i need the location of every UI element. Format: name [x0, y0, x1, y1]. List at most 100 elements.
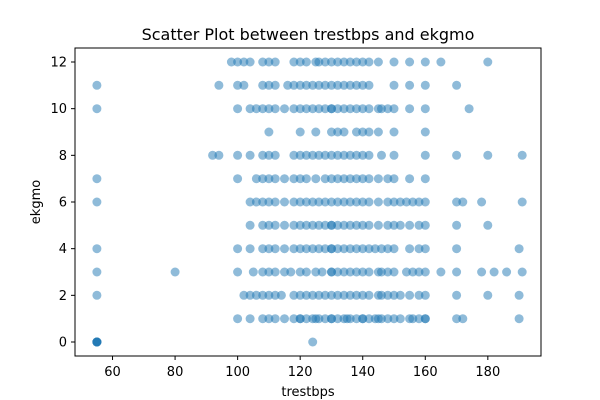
data-point — [270, 174, 280, 184]
data-point — [258, 314, 268, 324]
data-point — [345, 197, 355, 207]
data-point — [239, 57, 249, 67]
data-point — [245, 197, 255, 207]
data-point — [414, 197, 424, 207]
data-point — [214, 150, 224, 160]
data-point — [289, 314, 299, 324]
data-point — [383, 267, 393, 277]
data-point — [245, 220, 255, 230]
data-point — [264, 174, 274, 184]
data-point — [452, 290, 462, 300]
data-point — [280, 174, 289, 184]
data-point — [301, 314, 311, 324]
data-point — [352, 290, 361, 300]
data-point — [92, 337, 102, 347]
x-tick-label: 160 — [413, 365, 438, 380]
y-axis-label: ekgmo — [29, 180, 44, 224]
data-point — [395, 314, 405, 324]
data-point — [352, 57, 361, 67]
data-point — [311, 267, 321, 277]
data-point — [383, 314, 393, 324]
data-point — [264, 314, 274, 324]
data-point — [333, 267, 343, 277]
data-point — [339, 104, 349, 114]
data-point — [283, 80, 293, 90]
data-point — [373, 220, 383, 230]
data-point — [389, 267, 399, 277]
data-point — [345, 57, 355, 67]
data-point — [320, 80, 330, 90]
data-point — [339, 220, 349, 230]
data-point — [502, 267, 512, 277]
y-tick-label: 4 — [59, 242, 67, 257]
data-point — [414, 290, 424, 300]
data-point — [314, 220, 324, 230]
data-point — [352, 314, 361, 324]
data-point — [314, 150, 324, 160]
data-point — [333, 220, 343, 230]
data-point — [92, 267, 102, 277]
data-point — [452, 220, 462, 230]
data-point — [308, 104, 318, 114]
data-point — [239, 80, 249, 90]
data-point — [389, 104, 399, 114]
data-point — [208, 150, 218, 160]
data-point — [358, 197, 368, 207]
points-layer — [92, 57, 527, 347]
data-point — [320, 174, 330, 184]
data-point — [311, 174, 321, 184]
data-point — [358, 104, 368, 114]
y-tick-label: 12 — [50, 56, 67, 71]
data-point — [280, 244, 289, 254]
data-point — [452, 314, 462, 324]
data-point — [248, 267, 258, 277]
data-point — [233, 80, 243, 90]
data-point — [402, 267, 411, 277]
data-point — [327, 80, 336, 90]
data-point — [339, 150, 349, 160]
data-point — [233, 267, 243, 277]
data-point — [339, 290, 349, 300]
data-point — [420, 150, 430, 160]
data-point — [258, 244, 268, 254]
data-point — [358, 290, 368, 300]
data-point — [289, 197, 299, 207]
data-point — [92, 104, 102, 114]
data-point — [314, 314, 324, 324]
data-point — [364, 127, 374, 137]
data-point — [289, 57, 299, 67]
data-point — [327, 150, 336, 160]
data-point — [339, 174, 349, 184]
data-point — [289, 150, 299, 160]
data-point — [251, 290, 261, 300]
data-point — [327, 197, 336, 207]
data-point — [352, 220, 361, 230]
data-point — [308, 290, 318, 300]
data-point — [420, 314, 430, 324]
data-point — [320, 150, 330, 160]
data-point — [373, 174, 383, 184]
data-point — [264, 197, 274, 207]
data-point — [327, 174, 336, 184]
data-point — [264, 150, 274, 160]
data-point — [514, 314, 524, 324]
data-point — [373, 57, 383, 67]
y-tick-label: 2 — [59, 289, 67, 304]
data-point — [327, 314, 336, 324]
data-point — [352, 197, 361, 207]
data-point — [339, 244, 349, 254]
data-point — [258, 267, 268, 277]
data-point — [233, 104, 243, 114]
data-point — [264, 57, 274, 67]
data-point — [452, 80, 462, 90]
data-point — [345, 174, 355, 184]
data-point — [295, 127, 305, 137]
data-point — [395, 290, 405, 300]
y-tick-label: 10 — [50, 102, 67, 117]
data-point — [333, 80, 343, 90]
data-point — [377, 104, 386, 114]
data-point — [333, 150, 343, 160]
data-point — [233, 314, 243, 324]
data-point — [352, 127, 361, 137]
data-point — [452, 244, 462, 254]
